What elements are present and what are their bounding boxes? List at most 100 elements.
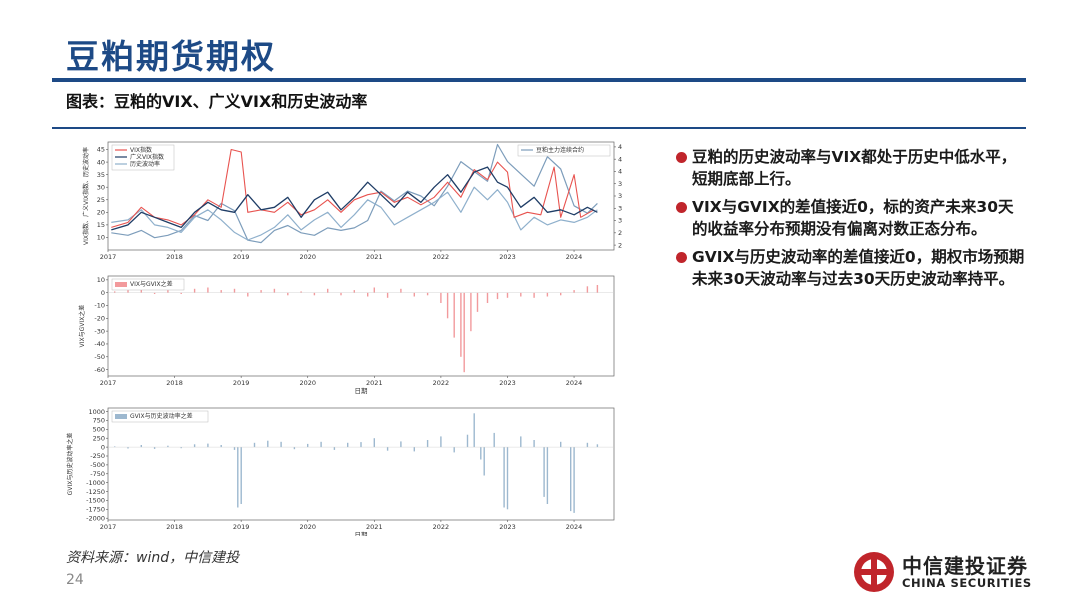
y-tick-label: -500 bbox=[90, 461, 105, 469]
figure-caption: 图表：豆粕的VIX、广义VIX和历史波动率 bbox=[66, 92, 368, 111]
x-tick-label: 2017 bbox=[100, 379, 117, 387]
legend-box bbox=[111, 410, 209, 423]
x-axis-label: 日期 bbox=[355, 387, 369, 395]
gvix-diff-bar bbox=[280, 441, 282, 448]
gvix-diff-bar bbox=[293, 447, 296, 450]
page-number: 24 bbox=[66, 572, 84, 588]
y2-tick-label: 3500 bbox=[618, 192, 622, 200]
legend-swatch bbox=[115, 414, 127, 419]
diff-bar bbox=[140, 288, 142, 293]
diff-bar bbox=[260, 290, 262, 293]
y-tick-label: 250 bbox=[93, 434, 105, 442]
y-tick-label: 30 bbox=[97, 183, 105, 191]
diff-bar bbox=[273, 288, 276, 293]
gvix-diff-bar bbox=[307, 443, 309, 448]
gvix-diff-bar bbox=[320, 441, 322, 448]
gvix-diff-bar bbox=[240, 447, 242, 504]
diff-bar bbox=[533, 292, 535, 298]
diff-bar bbox=[573, 290, 575, 293]
y-tick-label: 500 bbox=[93, 426, 105, 434]
y-tick-label: 750 bbox=[93, 417, 105, 425]
y2-tick-label: 4000 bbox=[618, 168, 622, 176]
bullet-dot-icon bbox=[676, 252, 687, 263]
x-tick-label: 2018 bbox=[166, 253, 183, 261]
x-tick-label: 2022 bbox=[433, 253, 450, 261]
diff-bar bbox=[413, 292, 415, 297]
gvix-diff-bar bbox=[373, 438, 375, 448]
x-tick-label: 2020 bbox=[299, 253, 316, 261]
gvix-diff-bar bbox=[153, 447, 156, 449]
diff-bar bbox=[167, 290, 169, 293]
x-tick-label: 2024 bbox=[566, 379, 583, 387]
x-tick-label: 2020 bbox=[299, 379, 316, 387]
plot-frame bbox=[107, 407, 615, 521]
x-tick-label: 2020 bbox=[299, 523, 316, 531]
diff-bar bbox=[453, 292, 455, 338]
x-tick-label: 2023 bbox=[499, 379, 516, 387]
x-tick-label: 2017 bbox=[100, 523, 117, 531]
diff-bar bbox=[470, 292, 472, 332]
x-tick-label: 2018 bbox=[166, 379, 183, 387]
gvix-diff-bar bbox=[267, 440, 269, 448]
diff-bar bbox=[506, 292, 509, 298]
company-logo: 中信建投证券 CHINA SECURITIES bbox=[852, 548, 1042, 596]
diff-bar bbox=[193, 288, 196, 293]
y2-tick-label: 4250 bbox=[618, 155, 622, 163]
title-rule bbox=[52, 78, 1026, 82]
y-axis-label: VIX指数、广义VIX指数、历史波动率 bbox=[82, 147, 90, 245]
gvix-diff-bar bbox=[360, 442, 362, 448]
gvix-diff-bar bbox=[127, 447, 129, 449]
y-tick-label: 35 bbox=[97, 171, 105, 179]
bullet-1: 豆粕的历史波动率与VIX都处于历史中低水平，短期底部上行。 bbox=[676, 146, 1028, 190]
diff-bar bbox=[327, 288, 329, 293]
gvix-diff-bar bbox=[233, 447, 236, 450]
y2-tick-label: 3250 bbox=[618, 204, 622, 212]
y-tick-label: -20 bbox=[94, 315, 105, 323]
x-tick-label: 2021 bbox=[366, 523, 383, 531]
gvix-diff-bar bbox=[546, 447, 549, 504]
x-tick-label: 2019 bbox=[233, 379, 250, 387]
y-axis-label: GVIX与历史波动率之差 bbox=[66, 433, 74, 496]
diff-bar bbox=[367, 292, 369, 297]
diff-bar bbox=[207, 287, 209, 293]
x-tick-label: 2018 bbox=[166, 523, 183, 531]
volatility-charts: 2017 2018 2019 2020 2021 2022 2023 2024 10 15 20 25… bbox=[66, 141, 622, 536]
y-tick-label: 0 bbox=[101, 443, 105, 451]
gvix-diff-bar bbox=[483, 447, 485, 476]
y2-tick-label: 4500 bbox=[618, 143, 622, 151]
x-tick-label: 2023 bbox=[499, 253, 516, 261]
x-tick-label: 2019 bbox=[233, 253, 250, 261]
y-tick-label: -250 bbox=[90, 452, 105, 460]
diff-bar bbox=[340, 292, 342, 296]
gvix-diff-bar bbox=[253, 442, 256, 448]
legend-label: 广义VIX指数 bbox=[130, 153, 164, 161]
y-tick-label: -1500 bbox=[86, 497, 105, 505]
y-tick-label: -1250 bbox=[86, 488, 105, 496]
diff-bar bbox=[520, 292, 522, 297]
bullet-dot-icon bbox=[676, 152, 687, 163]
series-line-3 bbox=[111, 186, 598, 241]
gvix-diff-bar bbox=[503, 447, 505, 508]
x-tick-label: 2019 bbox=[233, 523, 250, 531]
y-tick-label: 20 bbox=[97, 209, 105, 217]
diff-bar bbox=[546, 292, 549, 297]
gvix-diff-bar bbox=[533, 440, 535, 448]
gvix-diff-bar bbox=[193, 444, 196, 448]
gvix-diff-bar bbox=[426, 440, 429, 448]
diff-bar bbox=[287, 292, 289, 296]
gvix-diff-bar bbox=[466, 434, 469, 448]
y-tick-label: 25 bbox=[97, 196, 105, 204]
plot-frame bbox=[107, 275, 615, 377]
page-title: 豆粕期货期权 bbox=[66, 37, 276, 76]
diff-bar bbox=[440, 292, 442, 303]
diff-bar bbox=[596, 285, 599, 293]
legend-label: VIX与GVIX之差 bbox=[130, 280, 173, 288]
legend-label: GVIX与历史波动率之差 bbox=[130, 412, 193, 420]
y2-tick-label: 3750 bbox=[618, 180, 622, 188]
legend-label: 历史波动率 bbox=[130, 160, 160, 168]
gvix-diff-bar bbox=[560, 441, 562, 448]
legend-box bbox=[111, 278, 185, 291]
gvix-diff-bar bbox=[473, 413, 475, 448]
gvix-diff-bar bbox=[140, 445, 142, 448]
bullet-3-text: GVIX与历史波动率的差值接近0，期权市场预期未来30天波动率与过去30天历史波… bbox=[692, 248, 1025, 288]
